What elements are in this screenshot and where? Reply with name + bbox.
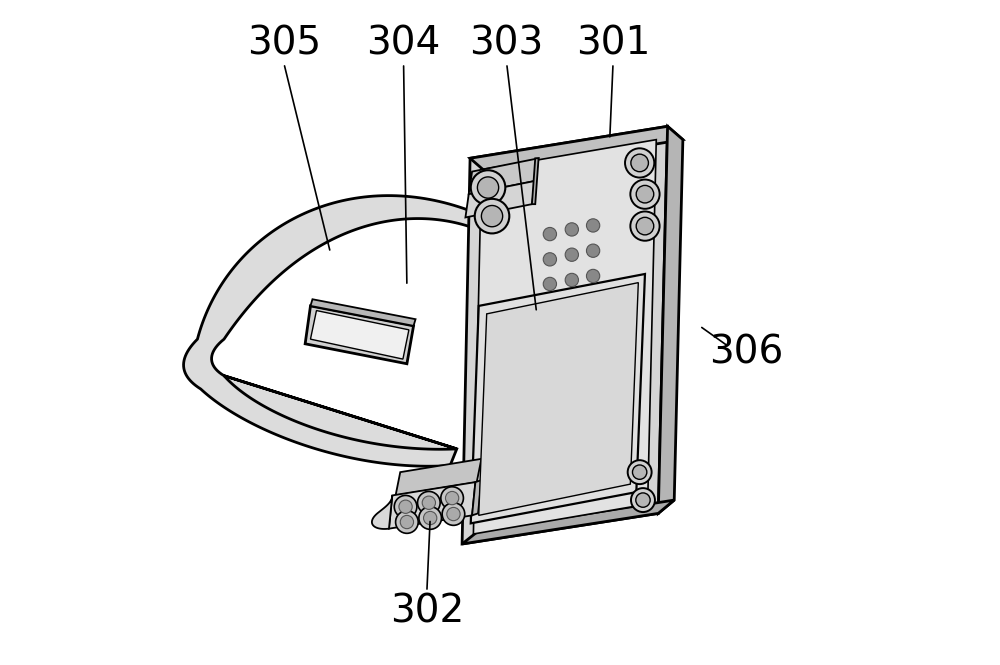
Polygon shape	[472, 480, 481, 515]
Circle shape	[400, 515, 414, 529]
Circle shape	[471, 170, 505, 205]
Circle shape	[477, 177, 499, 198]
Circle shape	[418, 491, 440, 514]
Polygon shape	[465, 181, 535, 217]
Circle shape	[636, 186, 654, 203]
Polygon shape	[310, 299, 416, 326]
Circle shape	[399, 500, 412, 513]
Polygon shape	[469, 158, 539, 194]
Polygon shape	[470, 126, 683, 172]
Text: 304: 304	[366, 24, 441, 63]
Circle shape	[628, 460, 652, 484]
Polygon shape	[396, 459, 481, 495]
Circle shape	[630, 211, 660, 241]
Circle shape	[565, 223, 578, 236]
Polygon shape	[658, 126, 683, 513]
Polygon shape	[462, 500, 674, 544]
Circle shape	[586, 269, 600, 283]
Circle shape	[445, 491, 459, 505]
Circle shape	[543, 253, 557, 266]
Circle shape	[481, 205, 503, 227]
Circle shape	[631, 154, 648, 172]
Polygon shape	[479, 283, 638, 515]
Circle shape	[632, 465, 647, 479]
Text: 302: 302	[390, 593, 464, 631]
Circle shape	[441, 487, 463, 509]
Circle shape	[631, 488, 655, 512]
Text: 305: 305	[247, 24, 321, 63]
Circle shape	[396, 511, 418, 533]
Text: 306: 306	[709, 333, 783, 372]
Circle shape	[419, 507, 441, 529]
Polygon shape	[389, 482, 475, 529]
Polygon shape	[462, 126, 668, 544]
Polygon shape	[372, 495, 392, 529]
Circle shape	[422, 496, 435, 509]
Circle shape	[565, 273, 578, 287]
Text: 301: 301	[576, 24, 650, 63]
Circle shape	[625, 148, 654, 178]
Polygon shape	[305, 306, 414, 364]
Text: 303: 303	[470, 24, 544, 63]
Circle shape	[543, 277, 557, 291]
Polygon shape	[473, 140, 656, 534]
Circle shape	[447, 507, 460, 521]
Circle shape	[565, 248, 578, 261]
Circle shape	[442, 503, 465, 525]
Circle shape	[636, 493, 650, 507]
Polygon shape	[310, 311, 409, 359]
Circle shape	[636, 217, 654, 235]
Circle shape	[630, 180, 660, 209]
Circle shape	[543, 227, 557, 241]
Circle shape	[424, 511, 437, 525]
Polygon shape	[184, 196, 483, 466]
Circle shape	[394, 495, 417, 518]
Circle shape	[586, 219, 600, 232]
Circle shape	[586, 244, 600, 257]
Polygon shape	[471, 274, 645, 523]
Polygon shape	[532, 158, 539, 204]
Circle shape	[475, 199, 509, 233]
